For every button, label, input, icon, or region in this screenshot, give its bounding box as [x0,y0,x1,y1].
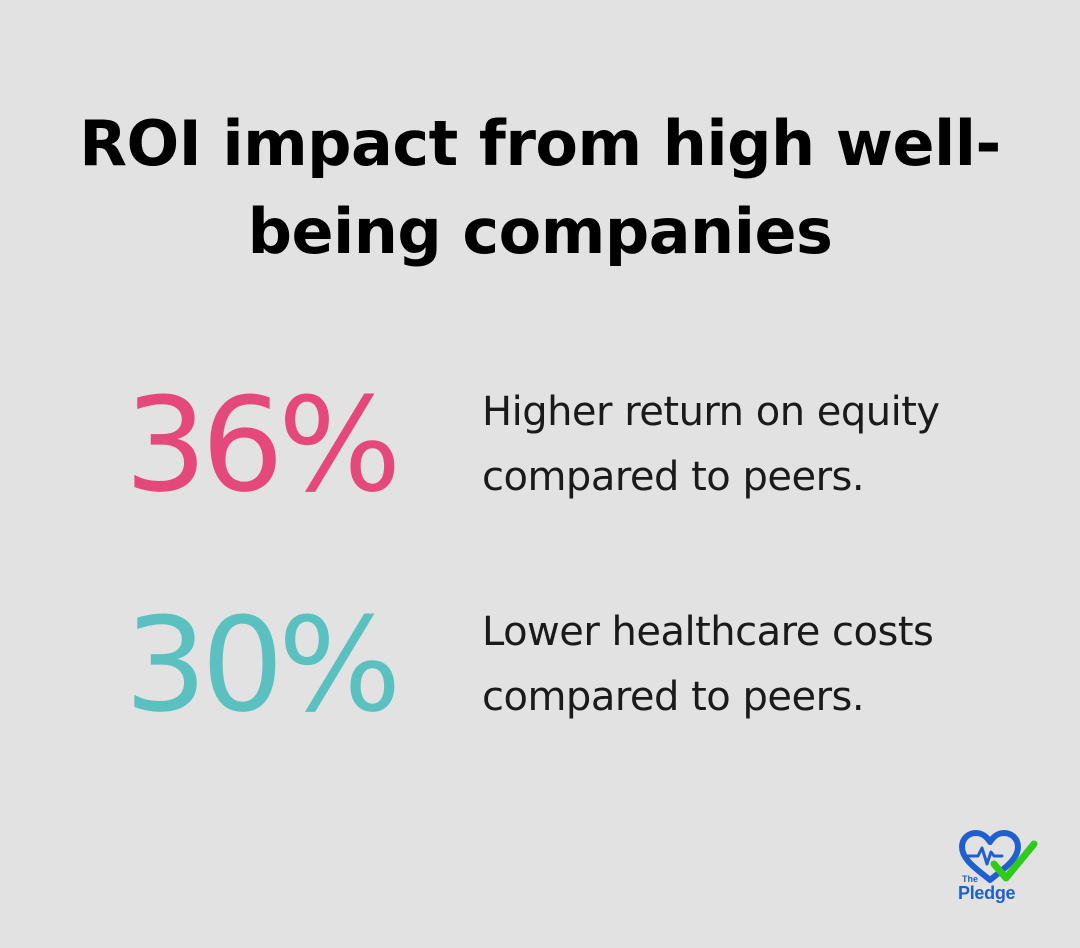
page-title: ROI impact from high well-being companie… [79,107,1001,268]
the-pledge-logo: The Pledge [950,828,1040,908]
heart-check-icon [959,830,1038,883]
logo-text-pledge: Pledge [958,883,1016,903]
stat-value: 36% [124,369,402,521]
stat-description: Lower healthcare costs compared to peers… [482,609,934,720]
stat-description: Higher return on equity compared to peer… [482,389,940,500]
logo-text-the: The [962,874,979,884]
stat-value: 30% [124,589,402,741]
